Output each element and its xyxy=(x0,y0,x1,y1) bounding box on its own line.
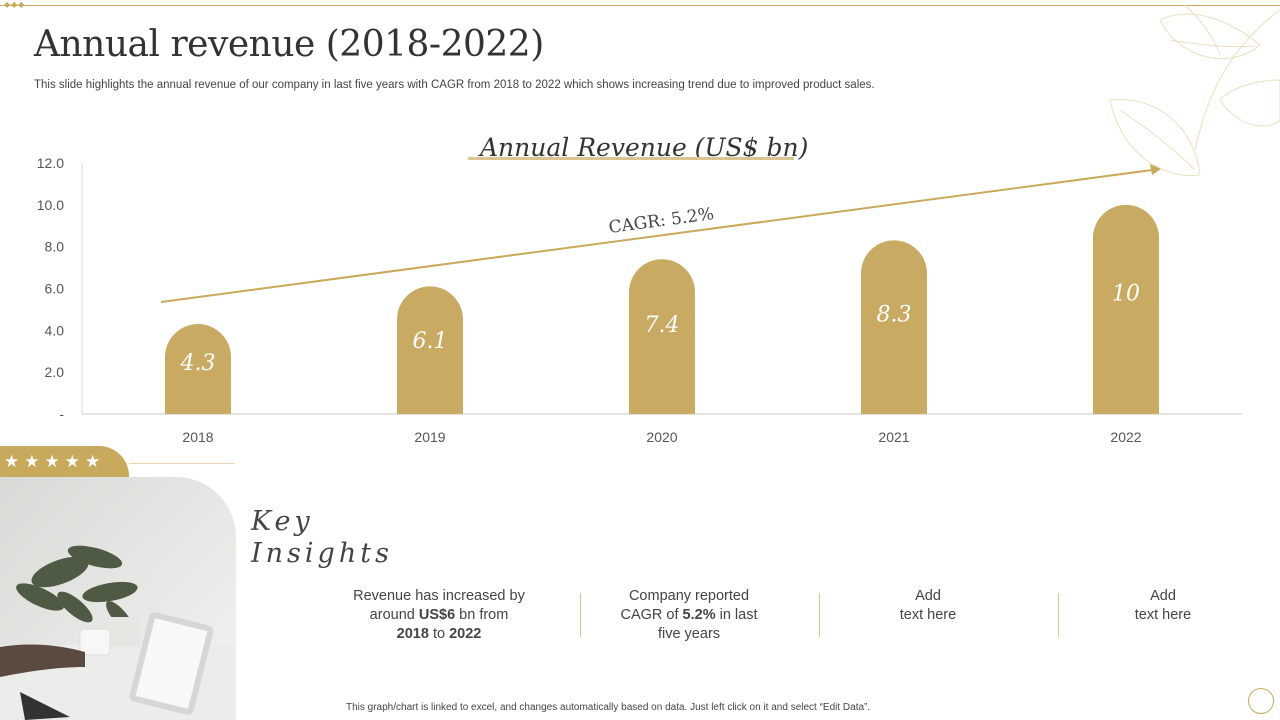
x-tick-label: 2022 xyxy=(1110,429,1141,445)
insight-divider xyxy=(1058,593,1059,637)
insight-cagr-line1: Company reported xyxy=(628,588,750,604)
x-tick-label: 2021 xyxy=(878,429,909,445)
desk-photo xyxy=(0,477,236,720)
y-tick-label: 12.0 xyxy=(37,155,64,171)
insight-placeholder-2: Add text here xyxy=(1063,587,1263,625)
y-tick-label: 2.0 xyxy=(45,364,65,380)
page-title: Annual revenue (2018-2022) xyxy=(34,24,544,65)
insight-divider xyxy=(580,593,581,637)
diamond-ornament-icon: ◆◆◆ xyxy=(4,0,26,9)
stars-icon: ★★★★★ xyxy=(4,452,106,471)
bar-data-label: 8.3 xyxy=(877,302,912,327)
cagr-annotation: CAGR: 5.2% xyxy=(607,204,715,238)
insight-placeholder-2-line2: text here xyxy=(1134,607,1192,623)
insight-revenue-line2: around US$6 bn from xyxy=(369,607,509,623)
key-insights-title-line1: Key xyxy=(251,506,314,537)
x-tick-label: 2020 xyxy=(646,429,677,445)
revenue-bar-2021 xyxy=(861,240,927,414)
y-tick-label: 8.0 xyxy=(45,239,65,255)
stars-rule xyxy=(129,463,235,464)
footer-note: This graph/chart is linked to excel, and… xyxy=(346,702,871,713)
revenue-chart: - 2.0 4.0 6.0 8.0 10.0 12.0 4.3 2018 6.1 2019 7.4 2… xyxy=(37,155,1242,445)
insight-divider xyxy=(819,593,820,637)
y-tick-label: - xyxy=(59,406,64,422)
y-tick-label: 6.0 xyxy=(45,281,65,297)
key-insights-title-line2: Insights xyxy=(251,538,393,569)
y-tick-label: 4.0 xyxy=(45,322,65,338)
revenue-bar-2022 xyxy=(1093,204,1159,414)
y-tick-label: 10.0 xyxy=(37,197,64,213)
page-subtitle: This slide highlights the annual revenue… xyxy=(34,79,875,91)
bar-data-label: 6.1 xyxy=(413,329,448,354)
insight-revenue-line3: 2018 to 2022 xyxy=(396,626,482,642)
revenue-bar-2019 xyxy=(397,286,463,414)
insight-revenue-line1: Revenue has increased by xyxy=(353,588,525,604)
chart-title-underline xyxy=(468,157,794,160)
x-tick-label: 2018 xyxy=(182,429,213,445)
bar-data-label: 10 xyxy=(1112,282,1140,307)
insight-placeholder-1-line2: text here xyxy=(899,607,957,623)
top-rule xyxy=(0,5,1280,6)
insight-cagr-line2: CAGR of 5.2% in last xyxy=(620,607,758,623)
insight-placeholder-2-line1: Add xyxy=(1150,588,1176,604)
stars-banner xyxy=(0,446,129,478)
x-tick-label: 2019 xyxy=(414,429,445,445)
cagr-trend-arrow xyxy=(160,164,1161,303)
key-insights-title: Key Insights xyxy=(251,506,393,570)
insight-placeholder-1: Add text here xyxy=(828,587,1028,625)
bar-data-label: 7.4 xyxy=(645,313,680,338)
circle-ornament-icon xyxy=(1248,688,1274,714)
revenue-bar-2020 xyxy=(629,259,695,414)
leaf-decoration-icon xyxy=(1109,4,1280,177)
revenue-bar-2018 xyxy=(165,324,231,414)
insight-cagr-line3: five years xyxy=(657,626,721,642)
bar-data-label: 4.3 xyxy=(180,351,216,376)
insight-placeholder-1-line1: Add xyxy=(915,588,941,604)
insight-cagr: Company reported CAGR of 5.2% in last fi… xyxy=(589,587,789,644)
insight-revenue: Revenue has increased by around US$6 bn … xyxy=(339,587,539,644)
